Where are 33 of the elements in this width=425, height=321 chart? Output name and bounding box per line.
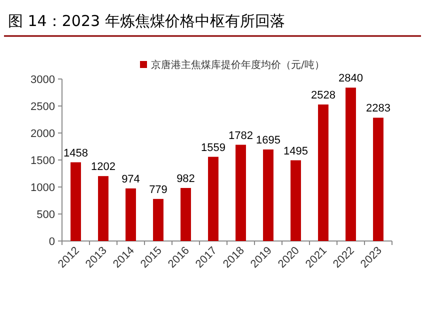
legend-label: 京唐港主焦煤库提价年度均价（元/吨） [151, 59, 324, 71]
bar [98, 176, 108, 241]
bar [236, 144, 246, 241]
y-tick-label: 1000 [30, 182, 55, 194]
bar [208, 156, 218, 241]
data-label: 1458 [64, 147, 88, 160]
y-tick-label: 2500 [30, 101, 55, 113]
data-label: 1782 [228, 130, 253, 142]
data-label: 1495 [284, 145, 308, 158]
y-tick-label: 0 [48, 236, 55, 248]
bar [373, 118, 384, 241]
data-label: 2840 [338, 72, 363, 85]
data-label: 779 [149, 184, 168, 196]
bar [126, 188, 136, 241]
data-label: 1695 [256, 134, 280, 146]
chart-title: 图 14：2023 年炼焦煤价格中枢有所回落 [8, 12, 285, 30]
bar [290, 160, 301, 241]
bar [318, 104, 328, 241]
data-label: 982 [176, 172, 195, 185]
y-tick-label: 1500 [30, 155, 55, 167]
bar [153, 198, 164, 241]
y-tick-label: 3000 [30, 74, 55, 86]
data-label: 2283 [366, 102, 390, 115]
bar [70, 162, 81, 241]
bar [263, 149, 274, 241]
bar [346, 88, 356, 241]
data-label: 2528 [311, 89, 336, 102]
data-label: 1559 [201, 142, 226, 154]
data-label: 974 [122, 173, 140, 186]
y-tick-label: 500 [36, 209, 55, 221]
y-tick-label: 2000 [30, 128, 55, 140]
data-label: 1202 [91, 161, 116, 174]
bar [180, 188, 191, 241]
